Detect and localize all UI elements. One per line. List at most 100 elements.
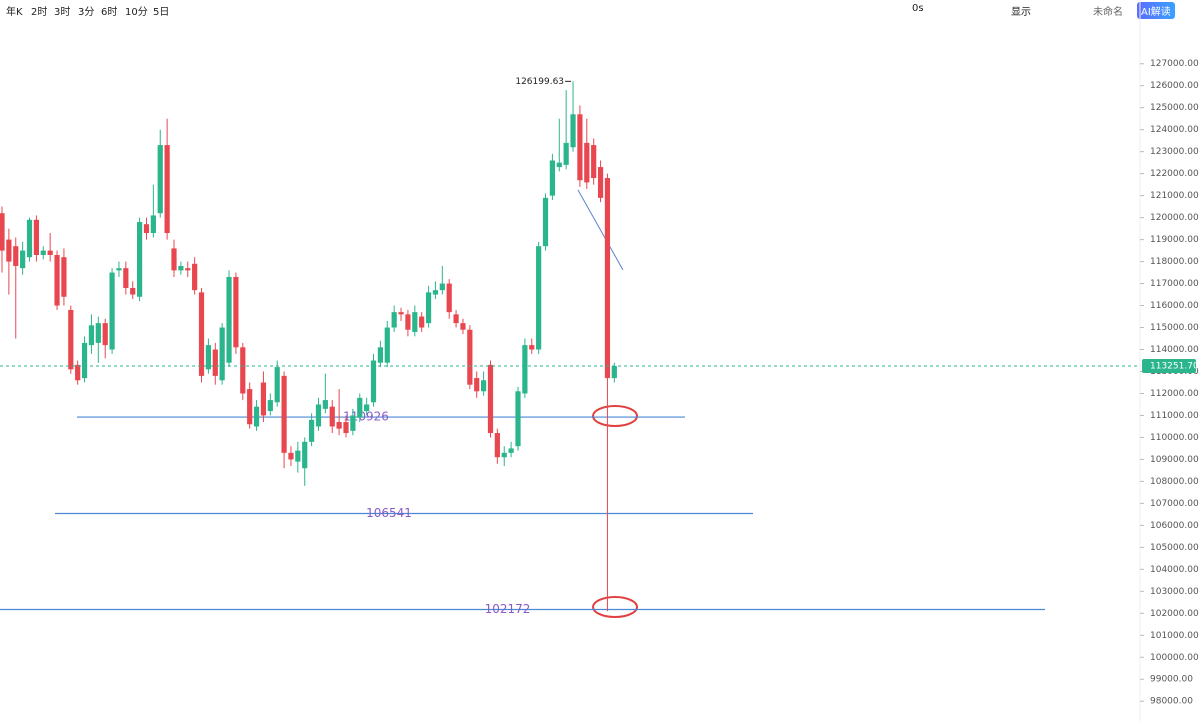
y-tick-label: 125000.00 bbox=[1150, 103, 1199, 113]
y-tick-label: 109000.00 bbox=[1150, 455, 1199, 465]
candle-body bbox=[109, 272, 115, 350]
y-tick-label: 118000.00 bbox=[1150, 257, 1199, 267]
candle-body bbox=[212, 349, 218, 376]
candle-body bbox=[563, 142, 569, 165]
y-tick-label: 100000.00 bbox=[1150, 653, 1199, 663]
candle-body bbox=[178, 265, 184, 271]
y-tick-label: 117000.00 bbox=[1150, 279, 1199, 289]
candle-body bbox=[474, 378, 480, 392]
candle-body bbox=[253, 406, 260, 427]
candle-body bbox=[322, 400, 328, 409]
period[interactable]: 3分 bbox=[78, 7, 95, 18]
timer[interactable]: 0s bbox=[912, 3, 924, 14]
candle-body bbox=[494, 433, 500, 458]
candle-body bbox=[205, 345, 211, 370]
y-tick-label: 127000.00 bbox=[1150, 59, 1199, 69]
y-tick-label: 98000.00 bbox=[1150, 697, 1193, 707]
candle-body bbox=[329, 406, 335, 427]
circle-marker bbox=[592, 596, 638, 618]
candle-body bbox=[240, 347, 246, 394]
y-tick-label: 126000.00 bbox=[1150, 81, 1199, 91]
trend-line bbox=[577, 189, 624, 271]
candle-body bbox=[171, 248, 177, 271]
candle-body bbox=[315, 404, 322, 427]
candle-body bbox=[487, 364, 494, 434]
y-tick-label: 110000.00 bbox=[1150, 433, 1199, 443]
candle-body bbox=[357, 397, 363, 418]
y-tick-label: 116000.00 bbox=[1150, 301, 1199, 311]
circle-marker bbox=[592, 405, 638, 427]
candle-body bbox=[412, 312, 418, 332]
candle-body bbox=[419, 316, 425, 328]
candle-body bbox=[515, 391, 521, 447]
ai-button[interactable]: AI解读 bbox=[1137, 2, 1175, 19]
candle-body bbox=[309, 419, 315, 442]
candle-body bbox=[260, 382, 267, 416]
candle-body bbox=[370, 360, 377, 403]
candle-body bbox=[425, 292, 432, 324]
candle-body bbox=[61, 257, 67, 297]
candle-body bbox=[384, 327, 390, 363]
candle-body bbox=[274, 367, 280, 403]
y-tick-label: 105000.00 bbox=[1150, 543, 1199, 553]
candle-body bbox=[508, 448, 514, 453]
candle-body bbox=[26, 219, 33, 258]
y-tick-label: 103000.00 bbox=[1150, 587, 1199, 597]
candle-body bbox=[75, 364, 81, 381]
level-label: 110926 bbox=[343, 410, 389, 424]
candle-body bbox=[549, 160, 555, 196]
candle-body bbox=[432, 290, 439, 295]
candle-body bbox=[522, 345, 528, 394]
candle-body bbox=[143, 224, 150, 234]
y-tick-label: 119000.00 bbox=[1150, 235, 1199, 245]
period[interactable]: 年K bbox=[6, 7, 23, 18]
candle-body bbox=[13, 246, 19, 266]
candle-body bbox=[116, 268, 122, 271]
candle-body bbox=[350, 415, 356, 431]
toolbar: 年K 2时 3时 3分 6时 10分 5日 0s 显示 未命名 AI解读 bbox=[0, 0, 1200, 19]
y-tick-label: 115000.00 bbox=[1150, 323, 1199, 333]
candle-body bbox=[192, 263, 198, 291]
candle-body bbox=[439, 283, 445, 291]
period[interactable]: 5日 bbox=[153, 7, 170, 18]
y-tick-label: 121000.00 bbox=[1150, 191, 1199, 201]
candle-body bbox=[446, 283, 452, 313]
y-tick-label: 106000.00 bbox=[1150, 521, 1199, 531]
candle-body bbox=[33, 219, 39, 255]
candle-body bbox=[577, 114, 583, 181]
candle-body bbox=[570, 114, 576, 148]
candle-body bbox=[501, 452, 507, 458]
candle-body bbox=[398, 312, 404, 315]
candle-body bbox=[68, 309, 74, 370]
candle-body bbox=[130, 287, 136, 295]
candle-body bbox=[6, 239, 12, 262]
candle-body bbox=[336, 422, 342, 429]
candle-body bbox=[405, 314, 411, 330]
y-tick-label: 102000.00 bbox=[1150, 609, 1199, 619]
y-tick-label: 123000.00 bbox=[1150, 147, 1199, 157]
candle-body bbox=[604, 178, 611, 379]
candle-body bbox=[95, 323, 101, 343]
candle-body bbox=[591, 145, 597, 179]
candle-body bbox=[123, 268, 129, 288]
candle-body bbox=[88, 325, 95, 346]
candle-body bbox=[377, 347, 383, 363]
candle-body bbox=[467, 329, 473, 385]
y-tick-label: 124000.00 bbox=[1150, 125, 1199, 135]
candle-body bbox=[157, 145, 163, 214]
period[interactable]: 10分 bbox=[125, 7, 148, 18]
candle-body bbox=[0, 213, 5, 251]
layout-name[interactable]: 未命名 bbox=[1093, 7, 1123, 18]
candle-body bbox=[556, 162, 562, 168]
candle-body bbox=[611, 365, 617, 379]
candle-body bbox=[226, 276, 232, 363]
period[interactable]: 3时 bbox=[54, 7, 71, 18]
candle-body bbox=[343, 422, 349, 434]
candle-body bbox=[542, 197, 549, 247]
period[interactable]: 2时 bbox=[31, 7, 48, 18]
period[interactable]: 6时 bbox=[101, 7, 118, 18]
candle-body bbox=[302, 441, 308, 469]
y-tick-label: 104000.00 bbox=[1150, 565, 1199, 575]
display-button[interactable]: 显示 bbox=[1011, 7, 1031, 18]
